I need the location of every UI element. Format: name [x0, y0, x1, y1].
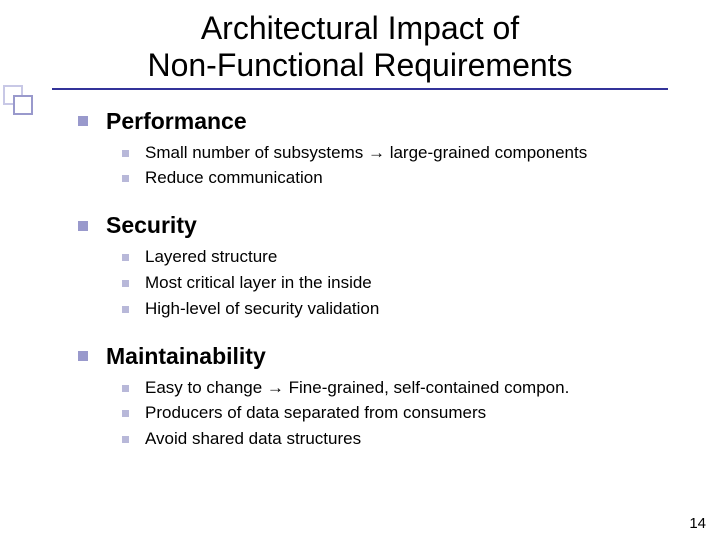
- deco-square-inner: [13, 95, 33, 115]
- list-item: Most critical layer in the inside: [78, 271, 720, 295]
- bullet-small-icon: [122, 410, 129, 417]
- bullet-large-icon: [78, 116, 88, 126]
- list-item-text: Small number of subsystems → large-grain…: [145, 141, 587, 165]
- section-heading: Security: [106, 212, 197, 239]
- list-item-text: Easy to change → Fine-grained, self-cont…: [145, 376, 569, 400]
- page-number: 14: [689, 515, 706, 532]
- bullet-small-icon: [122, 254, 129, 261]
- list-item-text: Reduce communication: [145, 166, 323, 190]
- list-item: High-level of security validation: [78, 297, 720, 321]
- bullet-small-icon: [122, 306, 129, 313]
- section-header: Maintainability: [78, 343, 720, 370]
- list-item: Reduce communication: [78, 166, 720, 190]
- section: Maintainability Easy to change → Fine-gra…: [78, 343, 720, 451]
- section-header: Performance: [78, 108, 720, 135]
- section-header: Security: [78, 212, 720, 239]
- bullet-small-icon: [122, 385, 129, 392]
- bullet-small-icon: [122, 436, 129, 443]
- list-item: Small number of subsystems → large-grain…: [78, 141, 720, 165]
- bullet-small-icon: [122, 175, 129, 182]
- title-line1: Architectural Impact of: [201, 10, 519, 46]
- list-item: Easy to change → Fine-grained, self-cont…: [78, 376, 720, 400]
- list-item: Layered structure: [78, 245, 720, 269]
- list-item: Producers of data separated from consume…: [78, 401, 720, 425]
- section-heading: Performance: [106, 108, 247, 135]
- bullet-small-icon: [122, 280, 129, 287]
- content-area: Performance Small number of subsystems → …: [0, 90, 720, 451]
- section: Performance Small number of subsystems → …: [78, 108, 720, 191]
- list-item-text: Producers of data separated from consume…: [145, 401, 486, 425]
- bullet-large-icon: [78, 351, 88, 361]
- bullet-large-icon: [78, 221, 88, 231]
- list-item-text: Avoid shared data structures: [145, 427, 361, 451]
- list-item-text: High-level of security validation: [145, 297, 379, 321]
- section: Security Layered structureMost critical l…: [78, 212, 720, 320]
- list-item-text: Layered structure: [145, 245, 277, 269]
- slide-title: Architectural Impact of Non-Functional R…: [0, 0, 720, 84]
- section-heading: Maintainability: [106, 343, 266, 370]
- title-line2: Non-Functional Requirements: [147, 47, 572, 83]
- bullet-small-icon: [122, 150, 129, 157]
- list-item: Avoid shared data structures: [78, 427, 720, 451]
- list-item-text: Most critical layer in the inside: [145, 271, 372, 295]
